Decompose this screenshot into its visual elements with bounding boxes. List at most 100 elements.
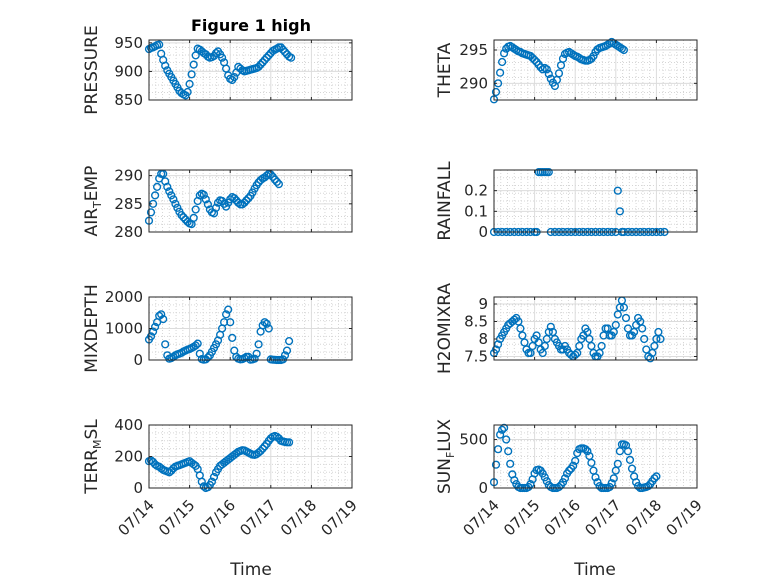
data-point bbox=[203, 200, 213, 209]
data-point bbox=[597, 341, 606, 351]
data-point bbox=[169, 195, 178, 204]
data-point bbox=[146, 208, 156, 217]
data-point bbox=[163, 182, 172, 192]
data-point bbox=[274, 180, 284, 189]
data-point bbox=[542, 477, 551, 486]
data-point bbox=[538, 348, 547, 358]
data-point bbox=[615, 207, 625, 216]
data-point bbox=[260, 318, 269, 327]
data-point bbox=[591, 473, 600, 482]
data-point bbox=[189, 213, 198, 223]
data-point bbox=[644, 482, 653, 491]
y-tick-label: 0.1 bbox=[464, 202, 488, 220]
data-point bbox=[494, 445, 503, 454]
data-point bbox=[171, 199, 180, 208]
data-point bbox=[258, 444, 267, 453]
y-tick-label: 0.2 bbox=[464, 182, 488, 200]
data-point bbox=[526, 348, 535, 358]
data-point bbox=[615, 303, 625, 312]
data-point bbox=[581, 445, 590, 454]
data-point bbox=[258, 58, 267, 67]
data-point bbox=[650, 474, 659, 483]
data-point bbox=[642, 345, 651, 354]
data-point bbox=[270, 175, 280, 184]
y-tick-label: 400 bbox=[114, 416, 143, 434]
data-point bbox=[554, 69, 564, 78]
y-tick-label: 295 bbox=[459, 41, 488, 59]
data-point bbox=[230, 194, 239, 203]
x-tick-label: 07/17 bbox=[236, 496, 279, 539]
y-tick-label: 280 bbox=[114, 223, 143, 241]
subplot-air-temp: 280 285 290 AIRTEMP bbox=[82, 166, 353, 241]
data-point bbox=[183, 217, 192, 227]
data-point bbox=[211, 48, 221, 58]
y-axis-label: THETA bbox=[435, 42, 455, 98]
data-point bbox=[272, 177, 282, 186]
figure-title: Figure 1 high bbox=[191, 16, 311, 35]
axes-box bbox=[148, 169, 353, 233]
y-tick-label: 8.5 bbox=[464, 313, 488, 331]
data-point bbox=[530, 55, 539, 65]
data-point bbox=[627, 464, 637, 473]
data-point bbox=[573, 348, 582, 358]
x-tick-label: 07/14 bbox=[460, 496, 503, 539]
data-point bbox=[575, 341, 584, 351]
data-point bbox=[155, 40, 164, 49]
x-axis-label-left: Time bbox=[229, 560, 272, 580]
data-point bbox=[585, 334, 594, 344]
y-tick-label: 0 bbox=[133, 351, 143, 369]
axes-box bbox=[493, 296, 698, 361]
data-point bbox=[161, 340, 170, 349]
y-tick-label: 7.5 bbox=[464, 348, 488, 366]
data-point bbox=[280, 351, 290, 360]
data-point bbox=[491, 460, 501, 469]
data-point bbox=[203, 483, 213, 492]
data-point bbox=[191, 205, 200, 214]
data-point bbox=[187, 70, 196, 79]
data-point bbox=[542, 65, 551, 74]
data-point bbox=[650, 341, 659, 351]
axes-box bbox=[493, 39, 698, 101]
data-point bbox=[234, 198, 243, 207]
data-point bbox=[167, 191, 176, 200]
data-point bbox=[532, 331, 541, 340]
data-point bbox=[262, 319, 271, 328]
data-point bbox=[209, 472, 219, 482]
data-point bbox=[254, 340, 263, 349]
data-point bbox=[161, 61, 170, 70]
y-axis-label: PRESSURE bbox=[82, 25, 102, 114]
data-point bbox=[153, 182, 162, 192]
x-tick-label: 07/17 bbox=[581, 496, 624, 539]
data-point bbox=[173, 203, 182, 212]
data-point bbox=[613, 310, 622, 319]
data-point bbox=[278, 45, 288, 54]
data-point bbox=[199, 190, 208, 199]
y-tick-label: 2000 bbox=[105, 288, 143, 306]
y-tick-label: 290 bbox=[459, 74, 488, 92]
data-point bbox=[151, 322, 160, 332]
data-point bbox=[496, 430, 505, 439]
x-axis-label-right: Time bbox=[573, 560, 616, 580]
data-point bbox=[510, 476, 519, 485]
data-point bbox=[232, 449, 241, 458]
data-point bbox=[149, 327, 158, 336]
subplot-rainfall: 0 0.1 0.2 RAINFALL bbox=[435, 161, 698, 241]
data-point bbox=[276, 43, 286, 52]
data-point bbox=[564, 466, 574, 475]
data-point bbox=[222, 202, 231, 211]
subplot-pressure: 850 900 950 PRESSURE bbox=[82, 25, 353, 115]
data-point bbox=[285, 337, 294, 346]
data-point bbox=[613, 186, 622, 195]
data-point bbox=[640, 334, 649, 344]
data-point bbox=[593, 478, 602, 487]
data-point bbox=[211, 203, 221, 212]
data-point bbox=[544, 69, 553, 79]
data-point bbox=[491, 345, 501, 354]
data-point bbox=[623, 324, 633, 333]
data-point bbox=[558, 478, 568, 487]
data-point bbox=[230, 72, 239, 82]
data-point bbox=[573, 449, 582, 458]
